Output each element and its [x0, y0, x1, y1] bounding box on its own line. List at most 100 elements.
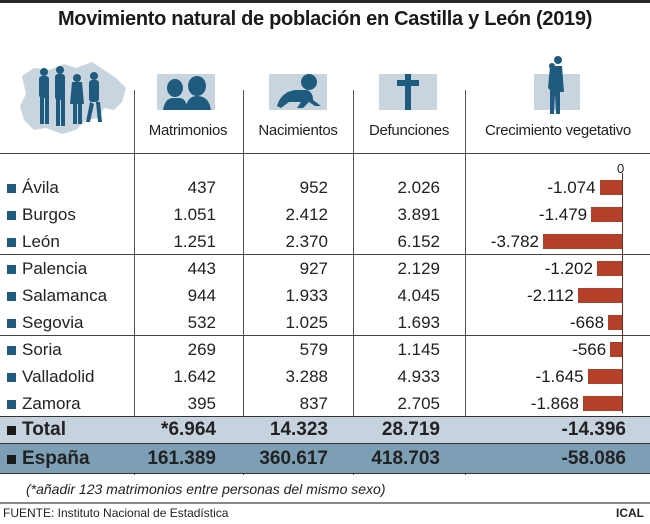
- table-row: Segovia 532 1.025 1.693 -668: [0, 309, 650, 336]
- row-name: Soria: [22, 340, 62, 359]
- row-defunciones: 28.719: [381, 419, 440, 440]
- row-matrimonios: *6.964: [161, 419, 216, 440]
- row-name: Segovia: [22, 313, 84, 332]
- row-bullet: [7, 184, 16, 193]
- row-name: León: [22, 232, 60, 251]
- cross-icon: [379, 70, 437, 110]
- row-matrimonios: 437: [187, 178, 216, 197]
- crecimiento-bar: [608, 315, 622, 330]
- row-name: España: [22, 448, 90, 469]
- crecimiento-bar: [599, 180, 622, 195]
- crecimiento-label: -1.868: [530, 394, 579, 413]
- header-crecimiento: Crecimiento vegetativo: [485, 122, 631, 139]
- spain-row: España 161.389 360.617 418.703 -58.086: [0, 445, 650, 472]
- row-matrimonios: 532: [187, 313, 216, 332]
- total-row: Total *6.964 14.323 28.719 -14.396: [0, 416, 650, 443]
- row-nacimientos: 14.323: [269, 419, 328, 440]
- row-name: Valladolid: [22, 367, 95, 386]
- crecimiento-label: -668: [570, 313, 605, 332]
- footer-rule: [0, 502, 650, 504]
- row-nacimientos: 927: [299, 259, 328, 278]
- crecimiento-label: -3.782: [490, 232, 539, 251]
- couple-heads-icon: [157, 74, 215, 110]
- row-nacimientos: 952: [299, 178, 328, 197]
- row-defunciones: 1.145: [397, 340, 440, 359]
- row-defunciones: 3.891: [397, 205, 440, 224]
- row-defunciones: 4.045: [397, 286, 440, 305]
- row-defunciones: 2.026: [397, 178, 440, 197]
- parent-holding-child-icon: [526, 56, 588, 118]
- crecimiento-bar: [577, 288, 622, 303]
- crecimiento-bar: [587, 369, 622, 384]
- row-nacimientos: 579: [299, 340, 328, 359]
- chart-title: Movimiento natural de población en Casti…: [57, 8, 593, 30]
- crecimiento-bar: [596, 261, 622, 276]
- row-name: Salamanca: [22, 286, 108, 305]
- crawling-baby-icon: [269, 74, 327, 110]
- header-matrimonios: Matrimonios: [148, 122, 228, 139]
- row-crecimiento: -14.396: [561, 419, 626, 440]
- crecimiento-label: -2.112: [526, 286, 574, 305]
- header-nacimientos: Nacimientos: [258, 122, 338, 139]
- total-band: [0, 416, 650, 443]
- row-bullet: [7, 346, 16, 355]
- table-row: Palencia 443 927 2.129 -1.202: [0, 255, 650, 282]
- row-matrimonios: 944: [187, 286, 216, 305]
- row-name: Burgos: [22, 205, 76, 224]
- source-text: FUENTE: Instituto Nacional de Estadístic…: [3, 506, 229, 520]
- crecimiento-label: -1.202: [544, 259, 593, 278]
- column-divider: [353, 90, 354, 475]
- spain-rule: [0, 443, 650, 444]
- crecimiento-bar: [591, 207, 622, 222]
- row-bullet: [7, 426, 16, 435]
- spain-band: [0, 443, 650, 473]
- row-nacimientos: 2.370: [285, 232, 328, 251]
- column-divider: [465, 90, 466, 475]
- row-nacimientos: 3.288: [285, 367, 328, 386]
- header-defunciones: Defunciones: [368, 122, 450, 139]
- table-bottom-rule: [0, 473, 650, 474]
- row-bullet: [7, 292, 16, 301]
- row-defunciones: 418.703: [371, 448, 440, 469]
- total-rule: [0, 416, 650, 417]
- table-row: Ávila 437 952 2.026 -1.074: [0, 174, 650, 201]
- crecimiento-label: -1.479: [538, 205, 588, 224]
- row-bullet: [7, 319, 16, 328]
- row-name: Zamora: [22, 394, 81, 413]
- header-rule: [0, 153, 650, 154]
- crecimiento-bar: [543, 234, 622, 249]
- group-rule: [0, 335, 650, 336]
- column-divider: [134, 90, 135, 475]
- row-name: Ávila: [22, 178, 59, 197]
- row-name: Palencia: [22, 259, 88, 278]
- table-row: Soria 269 579 1.145 -566: [0, 336, 650, 363]
- row-matrimonios: 1.251: [173, 232, 216, 251]
- row-defunciones: 6.152: [397, 232, 440, 251]
- footnote: (*añadir 123 matrimonios entre personas …: [26, 481, 386, 497]
- row-defunciones: 2.705: [397, 394, 440, 413]
- column-divider: [243, 90, 244, 475]
- row-bullet: [7, 455, 16, 464]
- row-defunciones: 1.693: [397, 313, 440, 332]
- row-nacimientos: 1.933: [285, 286, 328, 305]
- row-defunciones: 2.129: [397, 259, 440, 278]
- credit-text: ICAL: [616, 506, 644, 520]
- row-nacimientos: 360.617: [259, 448, 328, 469]
- row-matrimonios: 1.642: [173, 367, 216, 386]
- castilla-leon-map-with-people-icon: [14, 58, 129, 138]
- crecimiento-bar: [610, 342, 622, 357]
- row-bullet: [7, 373, 16, 382]
- table-row: Burgos 1.051 2.412 3.891 -1.479: [0, 201, 650, 228]
- row-name: Total: [22, 419, 66, 440]
- row-nacimientos: 2.412: [285, 205, 328, 224]
- row-bullet: [7, 238, 16, 247]
- row-matrimonios: 443: [187, 259, 216, 278]
- row-bullet: [7, 211, 16, 220]
- row-nacimientos: 1.025: [285, 313, 328, 332]
- crecimiento-bar: [582, 396, 622, 411]
- row-bullet: [7, 265, 16, 274]
- top-rule: [0, 0, 650, 3]
- table-row: León 1.251 2.370 6.152 -3.782: [0, 228, 650, 255]
- crecimiento-label: -1.074: [547, 178, 596, 197]
- table-row: Valladolid 1.642 3.288 4.933 -1.645: [0, 363, 650, 390]
